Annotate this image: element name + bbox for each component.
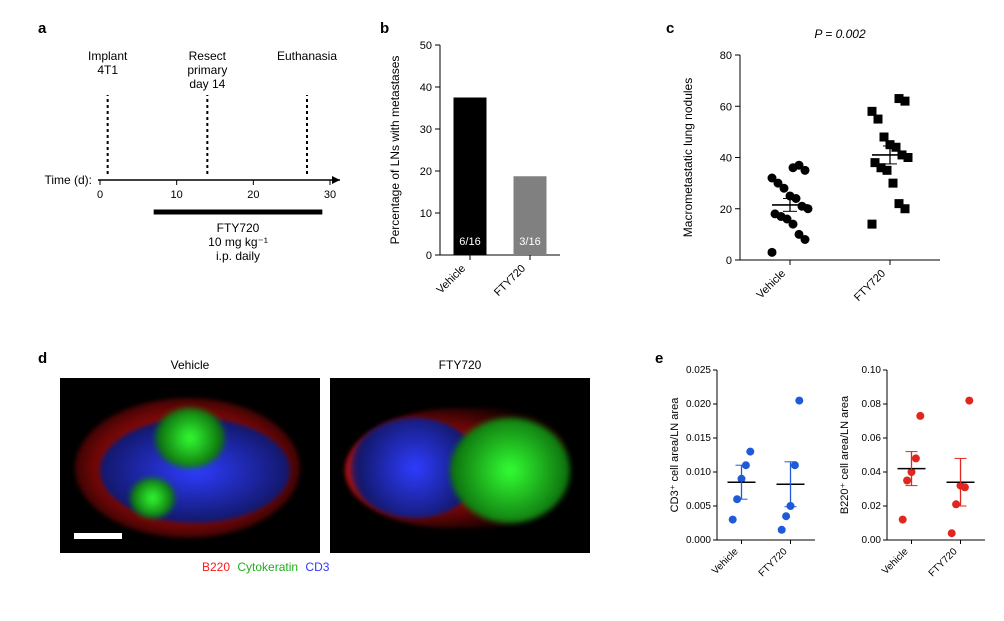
svg-text:40: 40 (720, 153, 732, 165)
svg-text:0.08: 0.08 (862, 399, 882, 410)
svg-text:Vehicle: Vehicle (880, 546, 911, 577)
svg-text:FTY720: FTY720 (927, 546, 960, 579)
svg-text:10: 10 (420, 208, 432, 220)
svg-text:60: 60 (720, 101, 732, 113)
scale-bar (74, 533, 122, 539)
panel-label-d: d (38, 350, 47, 367)
svg-text:0.010: 0.010 (686, 467, 711, 478)
svg-text:40: 40 (420, 82, 432, 94)
svg-text:FTY720: FTY720 (492, 263, 528, 299)
svg-text:0: 0 (426, 250, 432, 262)
micrograph-fty (330, 378, 590, 553)
micrograph-legend: B220 Cytokeratin CD3 (200, 560, 331, 574)
svg-text:10: 10 (171, 189, 183, 201)
svg-text:FTY720: FTY720 (217, 221, 260, 235)
svg-text:20: 20 (247, 189, 259, 201)
micrograph-vehicle (60, 378, 320, 553)
svg-text:P = 0.002: P = 0.002 (814, 27, 866, 41)
svg-text:20: 20 (420, 166, 432, 178)
svg-text:Vehicle: Vehicle (710, 546, 741, 577)
svg-text:30: 30 (324, 189, 336, 201)
svg-text:i.p. daily: i.p. daily (216, 249, 260, 263)
svg-text:0: 0 (726, 255, 732, 267)
svg-text:4T1: 4T1 (97, 63, 118, 77)
svg-text:B220⁺ cell area/LN area: B220⁺ cell area/LN area (839, 395, 851, 514)
svg-text:3/16: 3/16 (519, 236, 540, 248)
scatter-chart-b220: 0.00 0.02 0.04 0.06 0.08 0.10 B220⁺ cell area/… (835, 360, 1000, 610)
svg-text:CD3⁺ cell area/LN area: CD3⁺ cell area/LN area (669, 397, 681, 513)
svg-text:Resect: Resect (189, 49, 227, 63)
svg-text:Macrometastatic lung nodules: Macrometastatic lung nodules (681, 78, 695, 237)
svg-text:0.020: 0.020 (686, 399, 711, 410)
bar-chart: 0 10 20 30 40 50 Percentage of LNs with metast… (385, 30, 595, 330)
panel-label-e: e (655, 350, 663, 367)
micrograph-title-vehicle: Vehicle (60, 358, 320, 372)
svg-text:30: 30 (420, 124, 432, 136)
svg-text:Implant: Implant (88, 49, 128, 63)
svg-text:20: 20 (720, 204, 732, 216)
panel-label-a: a (38, 20, 46, 37)
svg-text:FTY720: FTY720 (757, 546, 790, 579)
timeline-chart: Time (d): 0 10 20 30 Implant4T1 Resectprimaryd… (40, 40, 350, 290)
svg-text:day 14: day 14 (189, 77, 225, 91)
svg-text:0.00: 0.00 (862, 535, 882, 546)
svg-text:0.10: 0.10 (862, 365, 882, 376)
scatter-chart-cd3: 0.000 0.005 0.010 0.015 0.020 0.025 CD3⁺ cell … (665, 360, 835, 610)
svg-text:6/16: 6/16 (459, 236, 480, 248)
svg-text:Percentage of LNs with metasta: Percentage of LNs with metastases (388, 56, 402, 245)
svg-text:0.005: 0.005 (686, 501, 711, 512)
svg-text:0.02: 0.02 (862, 501, 882, 512)
svg-text:50: 50 (420, 40, 432, 52)
svg-text:Vehicle: Vehicle (435, 263, 469, 297)
svg-text:Time (d):: Time (d): (44, 173, 92, 187)
svg-text:0.015: 0.015 (686, 433, 711, 444)
svg-text:0: 0 (97, 189, 103, 201)
svg-text:0.000: 0.000 (686, 535, 711, 546)
svg-text:0.04: 0.04 (862, 467, 882, 478)
svg-text:0.06: 0.06 (862, 433, 882, 444)
svg-text:primary: primary (187, 63, 227, 77)
svg-text:FTY720: FTY720 (852, 268, 888, 304)
scatter-chart-lung: P = 0.002 0 20 40 60 80 Macrometastatic lung n… (670, 20, 970, 330)
micrograph-title-fty: FTY720 (330, 358, 590, 372)
svg-text:Euthanasia: Euthanasia (277, 49, 337, 63)
svg-text:80: 80 (720, 50, 732, 62)
svg-text:Vehicle: Vehicle (755, 268, 789, 302)
svg-text:0.025: 0.025 (686, 365, 711, 376)
svg-text:10 mg kg⁻¹: 10 mg kg⁻¹ (208, 235, 268, 249)
